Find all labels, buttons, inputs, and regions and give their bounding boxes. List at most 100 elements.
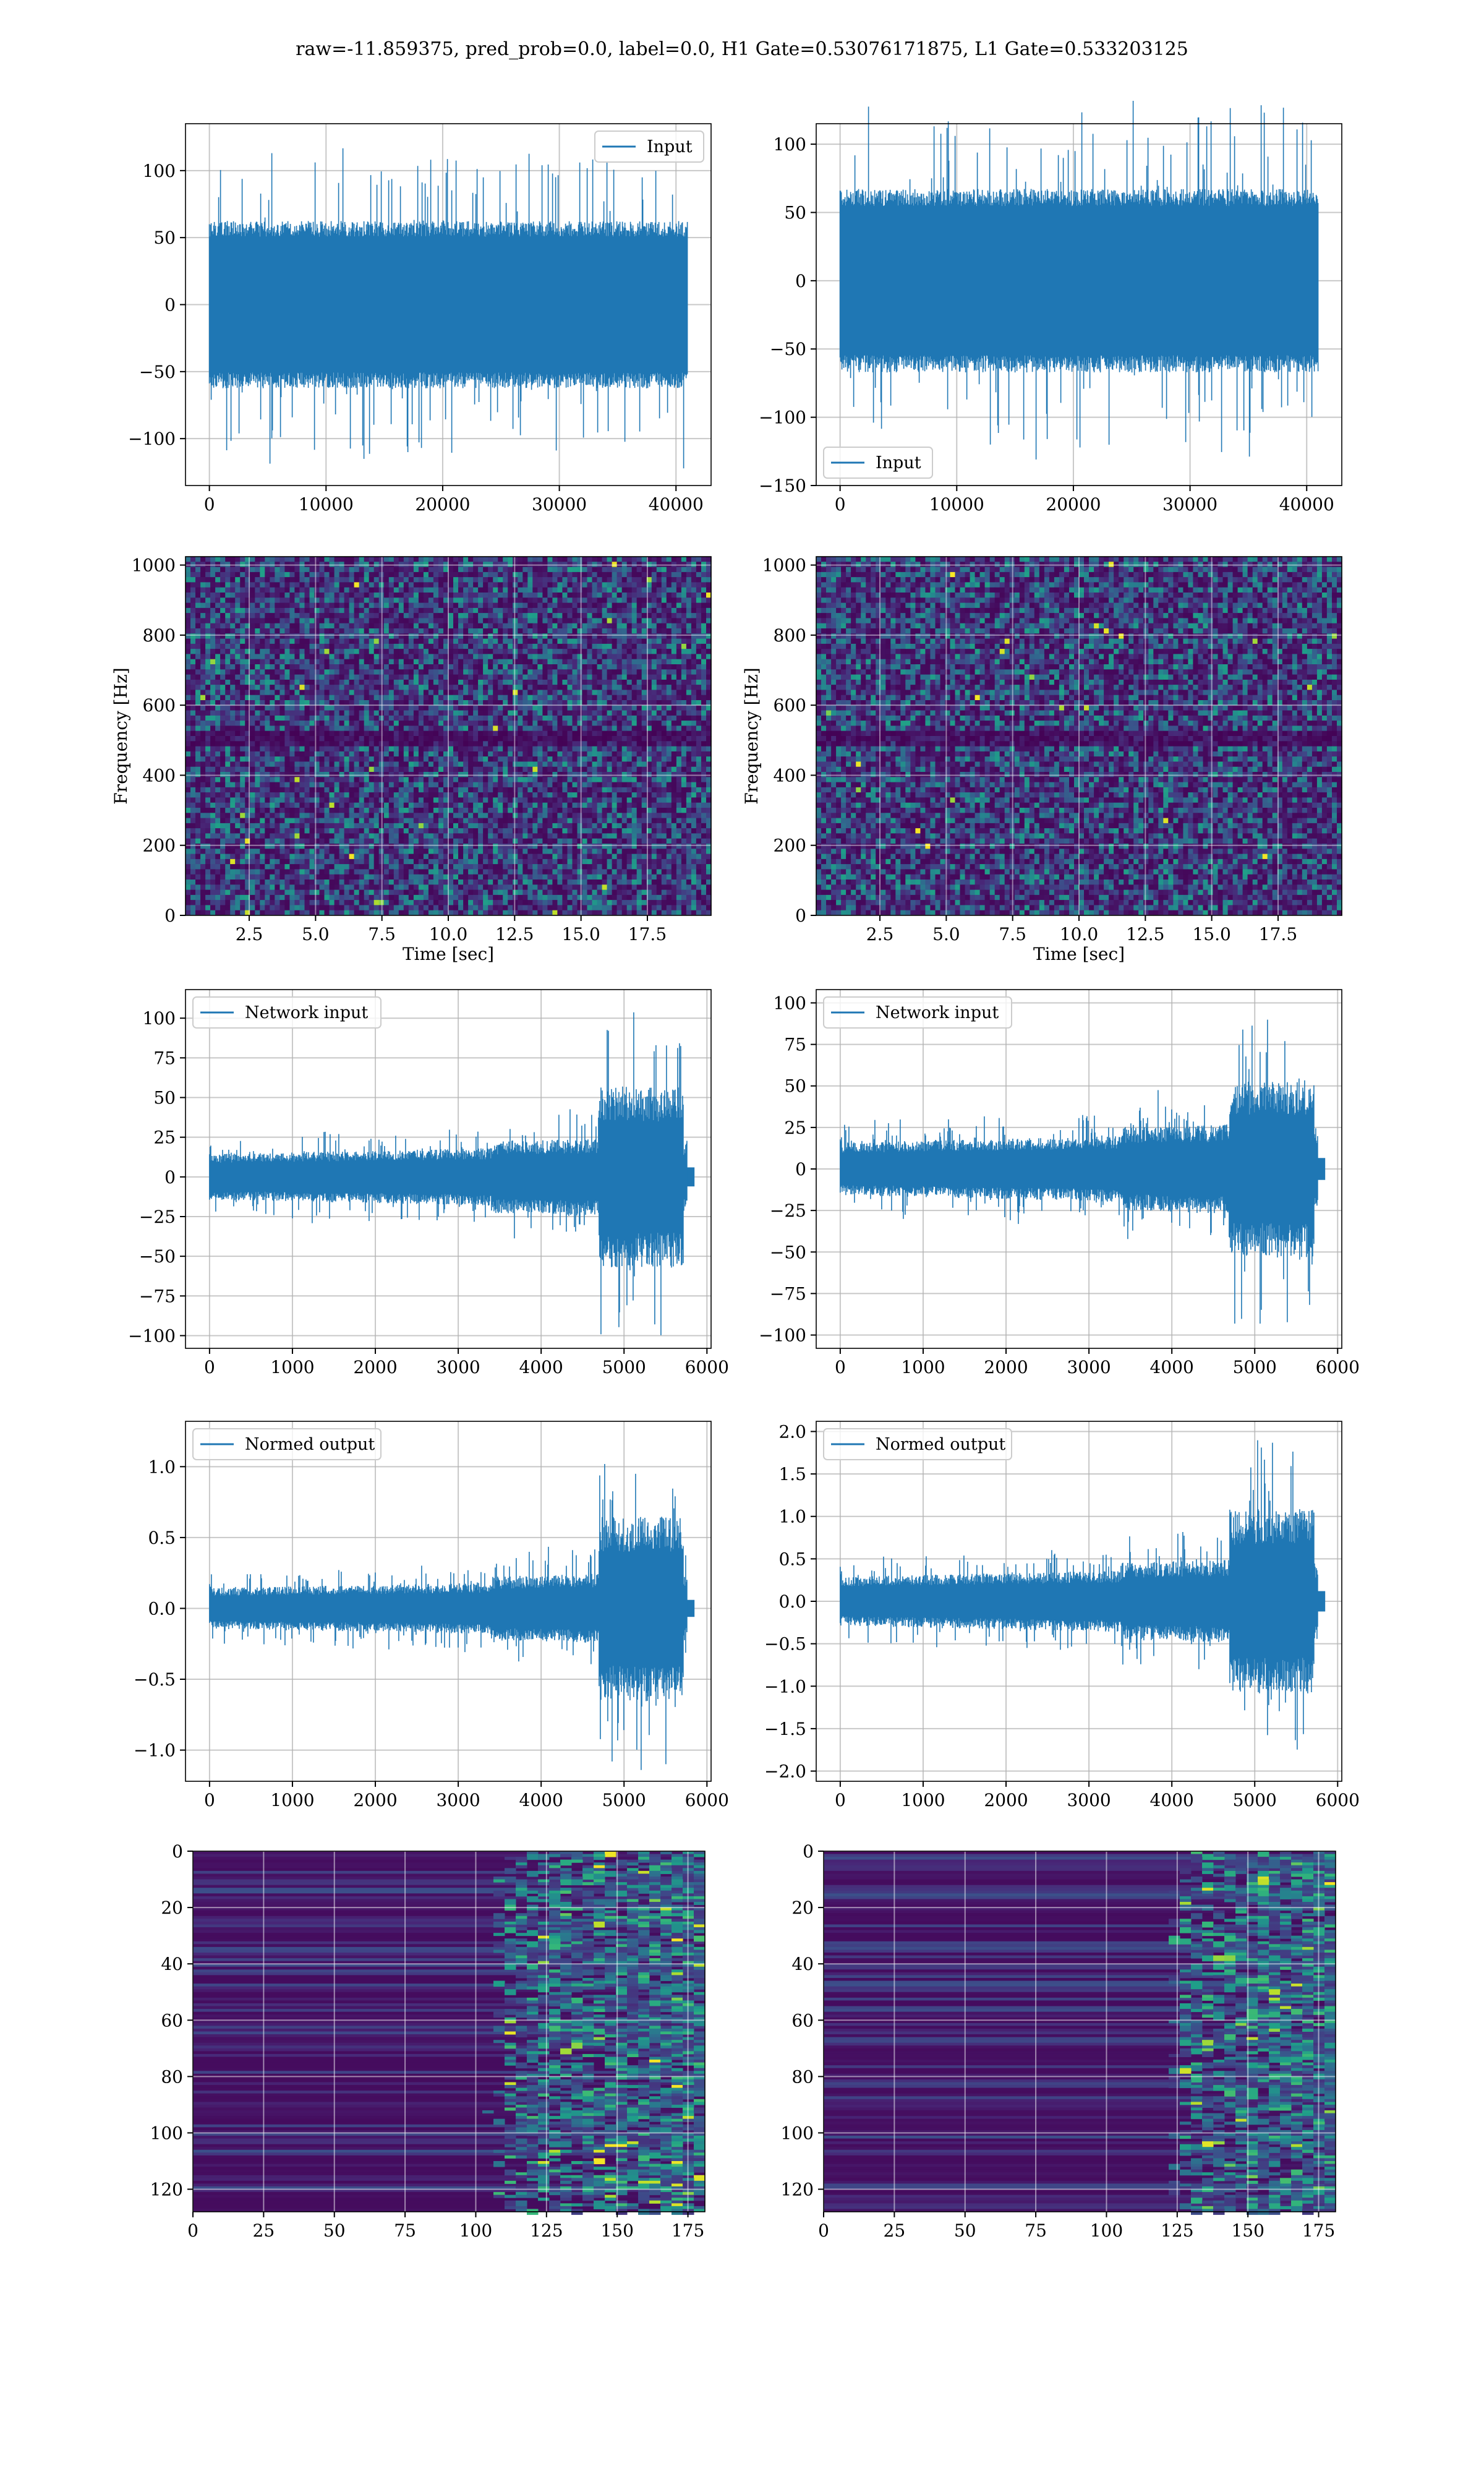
h1-spectrogram-cell <box>324 772 330 777</box>
h1-spectrogram-cell <box>626 654 633 660</box>
h1-spectrogram-cell <box>602 628 608 634</box>
h1-spectrogram-cell <box>562 654 568 660</box>
h1-spectrogram-cell <box>656 618 662 624</box>
h1-spectrogram-cell <box>522 782 528 788</box>
h1-spectrogram-cell <box>255 587 260 593</box>
h1-spectrogram-cell <box>304 787 310 793</box>
h1-spectrogram-cell <box>567 613 573 618</box>
h1-spectrogram-cell <box>250 602 255 609</box>
h1-spectrogram-cell <box>636 766 642 773</box>
h1-spectrogram-cell <box>235 710 241 716</box>
h1-spectrogram-cell <box>398 659 404 665</box>
h1-spectrogram-cell <box>696 643 702 649</box>
h1-spectrogram-cell <box>275 751 280 757</box>
h1-spectrogram-cell <box>483 623 488 629</box>
h1-spectrogram-cell <box>453 690 459 696</box>
h1-spectrogram-cell <box>646 741 652 747</box>
h1-spectrogram-cell <box>488 633 493 640</box>
h1-spectrogram-cell <box>408 582 414 588</box>
h1-spectrogram-cell <box>572 715 578 721</box>
h1-spectrogram-cell <box>433 582 439 588</box>
h1-spectrogram-cell <box>631 777 638 783</box>
h1-spectrogram-cell <box>339 761 345 768</box>
h1-spectrogram-cell <box>448 669 454 675</box>
h1-spectrogram-cell <box>433 746 439 752</box>
h1-spectrogram-cell <box>334 695 340 701</box>
h1-spectrogram-cell <box>240 597 245 604</box>
h1-spectrogram-cell <box>706 736 712 742</box>
h1-spectrogram-cell <box>513 577 518 583</box>
h1-spectrogram-cell <box>498 618 503 624</box>
h1-spectrogram-cell <box>547 690 553 696</box>
h1-spectrogram-cell <box>513 628 518 634</box>
h1-spectrogram-cell <box>275 557 280 562</box>
h1-spectrogram-cell <box>537 730 543 737</box>
h1-spectrogram-cell <box>686 664 692 670</box>
h1-spectrogram-cell <box>393 593 399 598</box>
h1-spectrogram-cell <box>220 730 226 737</box>
h1-spectrogram-cell <box>587 597 593 604</box>
h1-spectrogram-cell <box>270 659 275 665</box>
h1-spectrogram-cell <box>289 736 295 742</box>
h1-spectrogram-cell <box>636 593 642 598</box>
h1-spectrogram-cell <box>577 777 583 783</box>
h1-spectrogram-cell <box>309 618 315 624</box>
h1-spectrogram-cell <box>518 557 523 562</box>
h1-spectrogram-cell <box>671 607 677 614</box>
h1-spectrogram-cell <box>701 726 707 732</box>
h1-spectrogram-cell <box>334 772 340 777</box>
h1-spectrogram-cell <box>354 557 360 562</box>
h1-spectrogram-cell <box>284 787 290 793</box>
h1-spectrogram-cell <box>646 593 652 598</box>
h1-spectrogram-cell <box>388 746 394 752</box>
h1-spectrogram-cell <box>597 679 603 685</box>
h1-spectrogram-cell <box>250 726 255 732</box>
h1-spectrogram-cell <box>299 710 305 716</box>
h1-spectrogram-cell <box>592 782 598 788</box>
h1-spectrogram-cell <box>408 746 414 752</box>
h1-spectrogram-cell <box>478 613 484 618</box>
h1-spectrogram-cell <box>220 751 226 757</box>
h1-spectrogram-cell <box>369 746 375 752</box>
h1-spectrogram-cell <box>433 674 439 680</box>
h1-spectrogram-cell <box>393 567 399 573</box>
h1-spectrogram-cell <box>304 685 310 690</box>
h1-spectrogram-cell <box>393 618 399 624</box>
h1-spectrogram-cell <box>636 787 642 793</box>
h1-spectrogram-cell <box>344 633 350 640</box>
h1-spectrogram-cell <box>468 567 474 573</box>
h1-spectrogram-cell <box>240 623 245 629</box>
h1-spectrogram-cell <box>607 669 613 675</box>
h1-spectrogram-cell <box>334 715 340 721</box>
h1-spectrogram-cell <box>587 674 593 680</box>
h1-spectrogram-cell <box>547 628 553 634</box>
h1-spectrogram-cell <box>373 557 380 562</box>
h1-spectrogram-cell <box>255 638 260 644</box>
h1-spectrogram-cell <box>621 628 628 634</box>
h1-spectrogram-cell <box>319 567 325 573</box>
h1-spectrogram-cell <box>378 649 385 654</box>
h1-spectrogram-cell <box>210 577 216 583</box>
h1-spectrogram-cell <box>592 751 598 757</box>
h1-spectrogram-cell <box>547 633 553 640</box>
h1-spectrogram-cell <box>458 567 464 573</box>
h1-spectrogram-cell <box>245 587 250 593</box>
h1-spectrogram-cell <box>383 741 390 747</box>
h1-spectrogram-cell <box>681 772 687 777</box>
h1-spectrogram-cell <box>279 602 285 609</box>
h1-spectrogram-cell <box>289 623 295 629</box>
h1-spectrogram-cell <box>324 649 330 654</box>
h1-spectrogram-cell <box>359 741 365 747</box>
h1-spectrogram-cell <box>240 705 245 711</box>
h1-spectrogram-cell <box>473 772 479 777</box>
h1-spectrogram-cell <box>369 715 375 721</box>
h1-spectrogram-cell <box>220 659 226 665</box>
h1-spectrogram-cell <box>294 582 300 588</box>
h1-spectrogram-cell <box>354 654 360 660</box>
h1-spectrogram-cell <box>433 721 439 726</box>
h1-spectrogram-cell <box>344 679 350 685</box>
h1-spectrogram-cell <box>597 623 603 629</box>
h1-spectrogram-cell <box>205 787 211 793</box>
h1-spectrogram-cell <box>686 582 692 588</box>
l1-input-series-line <box>839 101 1319 460</box>
